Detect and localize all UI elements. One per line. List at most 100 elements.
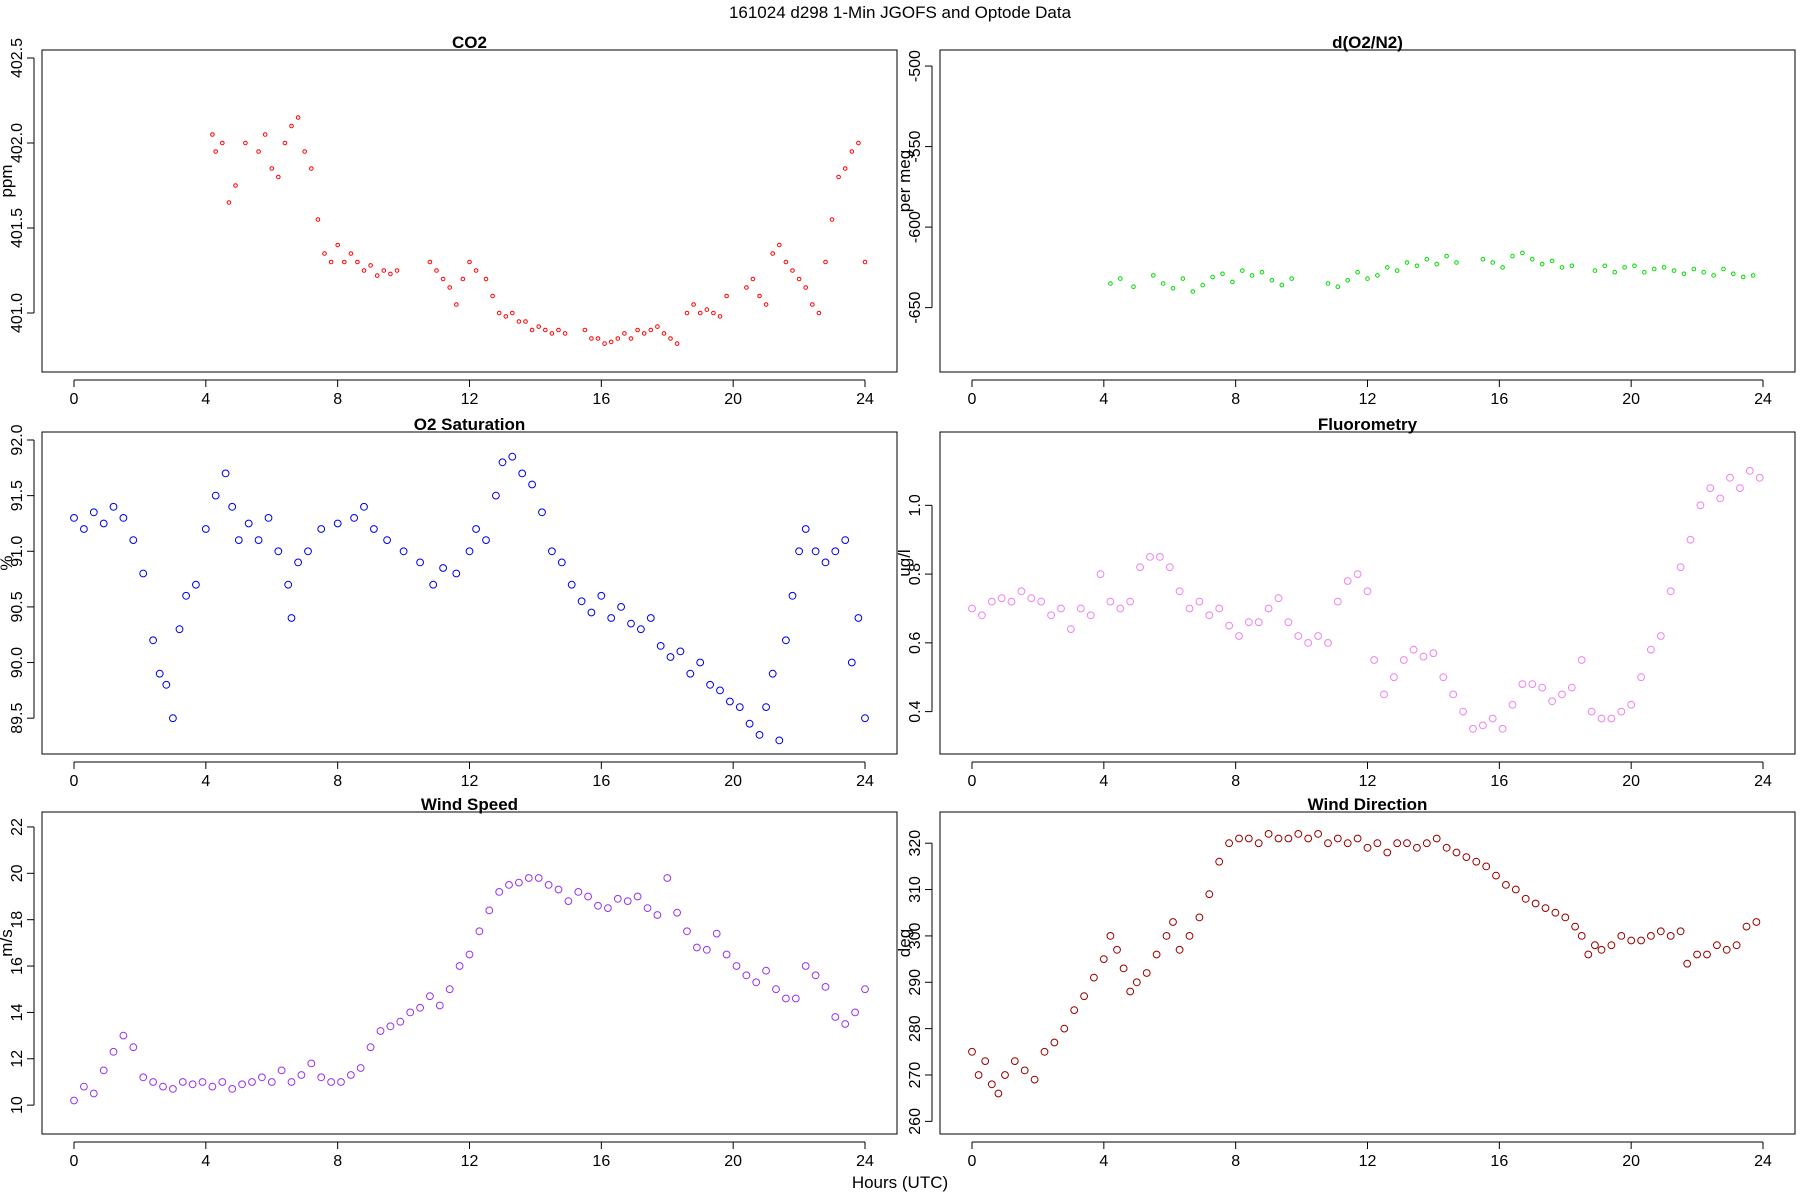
wind-direction-x-tick-label: 8	[1231, 1153, 1240, 1170]
wind-speed-data-point	[386, 1022, 395, 1031]
o2-saturation-y-tick-label: 91.0	[9, 536, 26, 567]
fluorometry-data-point	[1333, 597, 1342, 606]
fluorometry-data-point	[1185, 604, 1194, 613]
co2-y-tick-label: 402.5	[9, 38, 26, 78]
wind-speed-data-point	[376, 1027, 385, 1035]
co2-data-point	[467, 259, 472, 265]
fluorometry-data-point	[1067, 625, 1075, 633]
wind-speed-data-point	[218, 1078, 227, 1086]
fluorometry-data-point	[1096, 570, 1105, 578]
o2-saturation-y-tick-label: 90.0	[9, 647, 26, 678]
fluorometry-series	[968, 467, 1764, 733]
co2-title: CO2	[452, 33, 487, 52]
wind-direction-data-point	[994, 1089, 1003, 1098]
o2-saturation-data-point	[169, 714, 177, 723]
o2-saturation-data-point	[518, 469, 527, 478]
fluorometry-data-point	[1706, 484, 1715, 493]
co2-panel: CO2 0 4 8 12 16 20 24 401.0 401.5 402.0 402.5 ppm	[0, 33, 898, 408]
co2-data-point	[256, 149, 261, 154]
fluorometry-data-point	[1363, 587, 1372, 596]
fluorometry-data-point	[1380, 690, 1388, 699]
wind-direction-data-point	[1215, 857, 1224, 866]
fluorometry-y-axis-label: ug/l	[895, 549, 914, 576]
fluorometry-data-point	[1254, 618, 1263, 627]
fluorometry-data-point	[968, 604, 976, 613]
d-o2-n2-data-point	[1355, 269, 1360, 275]
o2-saturation-data-point	[304, 547, 312, 556]
wind-speed-data-point	[277, 1066, 286, 1075]
d-o2-n2-data-point	[1539, 261, 1545, 267]
fluorometry-x-tick-label: 16	[1490, 773, 1508, 790]
wind-direction-data-point	[1113, 945, 1121, 954]
wind-direction-data-point	[1482, 862, 1491, 871]
wind-direction-data-point	[1205, 890, 1214, 899]
o2-saturation-data-point	[656, 642, 665, 650]
d-o2-n2-data-point	[1592, 268, 1598, 273]
co2-data-point	[309, 166, 314, 171]
d-o2-n2-data-point	[1740, 274, 1746, 280]
wind-speed-data-point	[238, 1080, 247, 1089]
fluorometry-data-point	[978, 611, 986, 620]
co2-y-axis: 401.0 401.5 402.0 402.5	[9, 38, 35, 333]
fluorometry-data-point	[1508, 700, 1517, 709]
wind-direction-data-point	[1363, 843, 1372, 852]
o2-saturation-data-point	[274, 547, 283, 556]
d-o2-n2-data-point	[1335, 284, 1341, 290]
wind-speed-y-tick-label: 18	[9, 911, 26, 929]
figure-x-axis-label: Hours (UTC)	[852, 1173, 948, 1192]
wind-speed-data-point	[139, 1073, 148, 1082]
o2-saturation-x-tick-label: 4	[201, 773, 210, 790]
co2-x-tick-label: 12	[461, 391, 479, 408]
fluorometry-data-point	[1666, 587, 1675, 596]
fluorometry-data-point	[1716, 494, 1725, 503]
wind-speed-data-point	[505, 881, 513, 889]
co2-x-axis: 0 4 8 12 16 20 24	[70, 379, 874, 408]
co2-data-point	[796, 276, 802, 282]
wind-direction-data-point	[1713, 941, 1721, 950]
d-o2-n2-x-tick-label: 16	[1490, 391, 1508, 408]
wind-direction-data-point	[1742, 922, 1751, 931]
o2-saturation-data-point	[294, 558, 303, 567]
d-o2-n2-data-point	[1131, 284, 1136, 290]
fluorometry-data-point	[1294, 632, 1303, 640]
d-o2-n2-data-point	[1750, 273, 1756, 278]
d-o2-n2-title: d(O2/N2)	[1332, 33, 1403, 52]
o2-saturation-data-point	[775, 736, 784, 745]
fluorometry-x-axis: 0 4 8 12 16 20 24	[968, 761, 1772, 790]
wind-speed-y-tick-label: 16	[9, 957, 26, 975]
co2-data-point	[543, 327, 548, 333]
co2-x-tick-label: 16	[592, 391, 610, 408]
wind-direction-data-point	[1683, 959, 1692, 968]
co2-data-point	[816, 310, 822, 316]
co2-y-tick-label: 401.5	[9, 208, 26, 248]
co2-data-point	[473, 268, 479, 273]
d-o2-n2-data-point	[1345, 278, 1350, 283]
wind-speed-x-tick-label: 24	[856, 1153, 874, 1170]
o2-saturation-data-point	[696, 658, 705, 667]
wind-speed-data-point	[287, 1078, 296, 1086]
wind-direction-data-point	[1040, 1047, 1049, 1056]
fluorometry-data-point	[1627, 700, 1636, 709]
wind-direction-data-point	[1264, 830, 1273, 838]
wind-direction-y-tick-label: 300	[907, 922, 924, 949]
co2-x-tick-label: 20	[724, 391, 742, 408]
fluorometry-data-point	[1538, 683, 1547, 692]
o2-saturation-data-point	[182, 591, 191, 600]
o2-saturation-data-point	[577, 597, 586, 606]
o2-saturation-data-point	[109, 502, 118, 511]
wind-direction-data-point	[1607, 941, 1616, 950]
o2-saturation-data-point	[755, 731, 764, 739]
wind-direction-data-point	[1732, 941, 1741, 950]
fluorometry-data-point	[1264, 604, 1273, 613]
fluorometry-data-point	[1429, 649, 1438, 658]
o2-saturation-panel: O2 Saturation 0 4 8 12 16 20 24 89.5 90.0 90.5 91.0…	[0, 415, 898, 790]
wind-speed-data-point	[70, 1096, 78, 1105]
o2-saturation-data-point	[735, 703, 744, 711]
wind-direction-y-tick-label: 260	[907, 1108, 924, 1135]
o2-saturation-data-point	[821, 558, 830, 567]
co2-data-point	[856, 140, 861, 146]
co2-data-point	[622, 331, 627, 336]
wind-direction-data-point	[1284, 834, 1293, 843]
fluorometry-data-point	[1235, 632, 1243, 640]
